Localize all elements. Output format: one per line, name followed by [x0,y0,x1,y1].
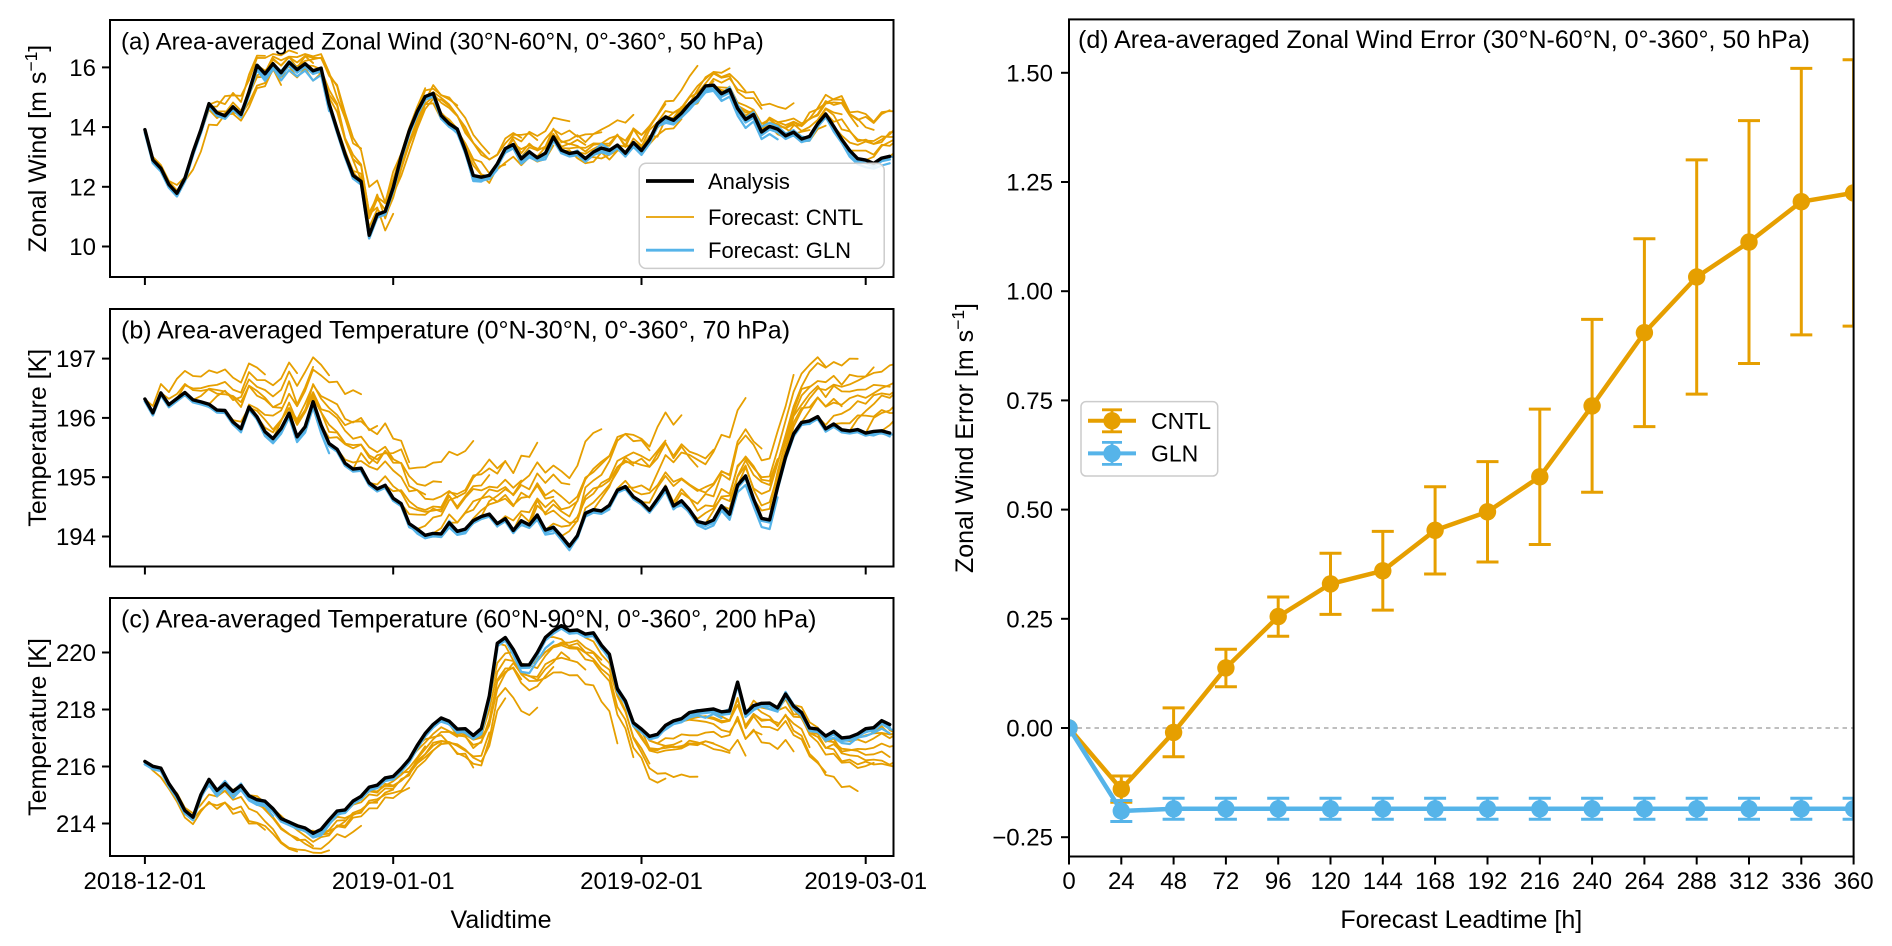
svg-text:16: 16 [69,55,96,82]
svg-text:2019-02-01: 2019-02-01 [580,868,703,895]
svg-text:Forecast: GLN: Forecast: GLN [708,238,851,263]
svg-text:Temperature [K]: Temperature [K] [24,349,52,527]
svg-text:216: 216 [1520,868,1560,895]
svg-text:194: 194 [56,524,96,551]
svg-text:144: 144 [1363,868,1403,895]
svg-text:48: 48 [1160,868,1187,895]
svg-text:−0.25: −0.25 [992,825,1053,852]
svg-text:Temperature [K]: Temperature [K] [24,638,52,816]
svg-text:1.25: 1.25 [1006,170,1053,197]
svg-text:10: 10 [69,234,96,261]
svg-text:14: 14 [69,115,96,142]
svg-text:312: 312 [1729,868,1769,895]
svg-text:240: 240 [1572,868,1612,895]
svg-text:GLN: GLN [1151,440,1198,466]
svg-text:(a) Area-averaged Zonal Wind (: (a) Area-averaged Zonal Wind (30°N-60°N,… [121,29,764,56]
svg-text:(b) Area-averaged Temperature: (b) Area-averaged Temperature (0°N-30°N,… [121,317,790,345]
svg-text:264: 264 [1624,868,1664,895]
svg-text:0.50: 0.50 [1006,497,1053,524]
svg-text:192: 192 [1467,868,1507,895]
svg-text:120: 120 [1310,868,1350,895]
svg-text:218: 218 [56,697,96,724]
svg-text:(c) Area-averaged Temperature: (c) Area-averaged Temperature (60°N-90°N… [121,606,816,634]
svg-text:96: 96 [1265,868,1292,895]
svg-text:195: 195 [56,465,96,492]
svg-text:1.50: 1.50 [1006,60,1053,87]
svg-text:2018-12-01: 2018-12-01 [84,868,207,895]
svg-text:2019-03-01: 2019-03-01 [804,868,927,895]
svg-text:Zonal Wind Error [m s−1]: Zonal Wind Error [m s−1] [948,303,979,573]
svg-text:197: 197 [56,346,96,373]
svg-text:Forecast Leadtime [h]: Forecast Leadtime [h] [1340,906,1582,934]
svg-text:CNTL: CNTL [1151,408,1211,434]
svg-text:2019-01-01: 2019-01-01 [332,868,455,895]
svg-text:214: 214 [56,811,96,838]
svg-text:216: 216 [56,754,96,781]
svg-text:336: 336 [1781,868,1821,895]
svg-text:1.00: 1.00 [1006,279,1053,306]
svg-text:288: 288 [1677,868,1717,895]
svg-text:24: 24 [1108,868,1135,895]
svg-text:0.00: 0.00 [1006,716,1053,743]
svg-text:12: 12 [69,174,96,201]
svg-text:360: 360 [1834,868,1874,895]
svg-text:220: 220 [56,640,96,667]
svg-text:0.25: 0.25 [1006,606,1053,633]
svg-text:Validtime: Validtime [451,906,552,934]
svg-text:0.75: 0.75 [1006,388,1053,415]
svg-text:72: 72 [1213,868,1240,895]
svg-text:Forecast: CNTL: Forecast: CNTL [708,205,863,230]
svg-text:196: 196 [56,405,96,432]
svg-text:168: 168 [1415,868,1455,895]
svg-text:(d) Area-averaged Zonal Wind E: (d) Area-averaged Zonal Wind Error (30°N… [1078,26,1810,54]
svg-text:0: 0 [1062,868,1075,895]
svg-text:Zonal Wind [m s−1]: Zonal Wind [m s−1] [21,45,52,253]
svg-text:Analysis: Analysis [708,169,790,194]
